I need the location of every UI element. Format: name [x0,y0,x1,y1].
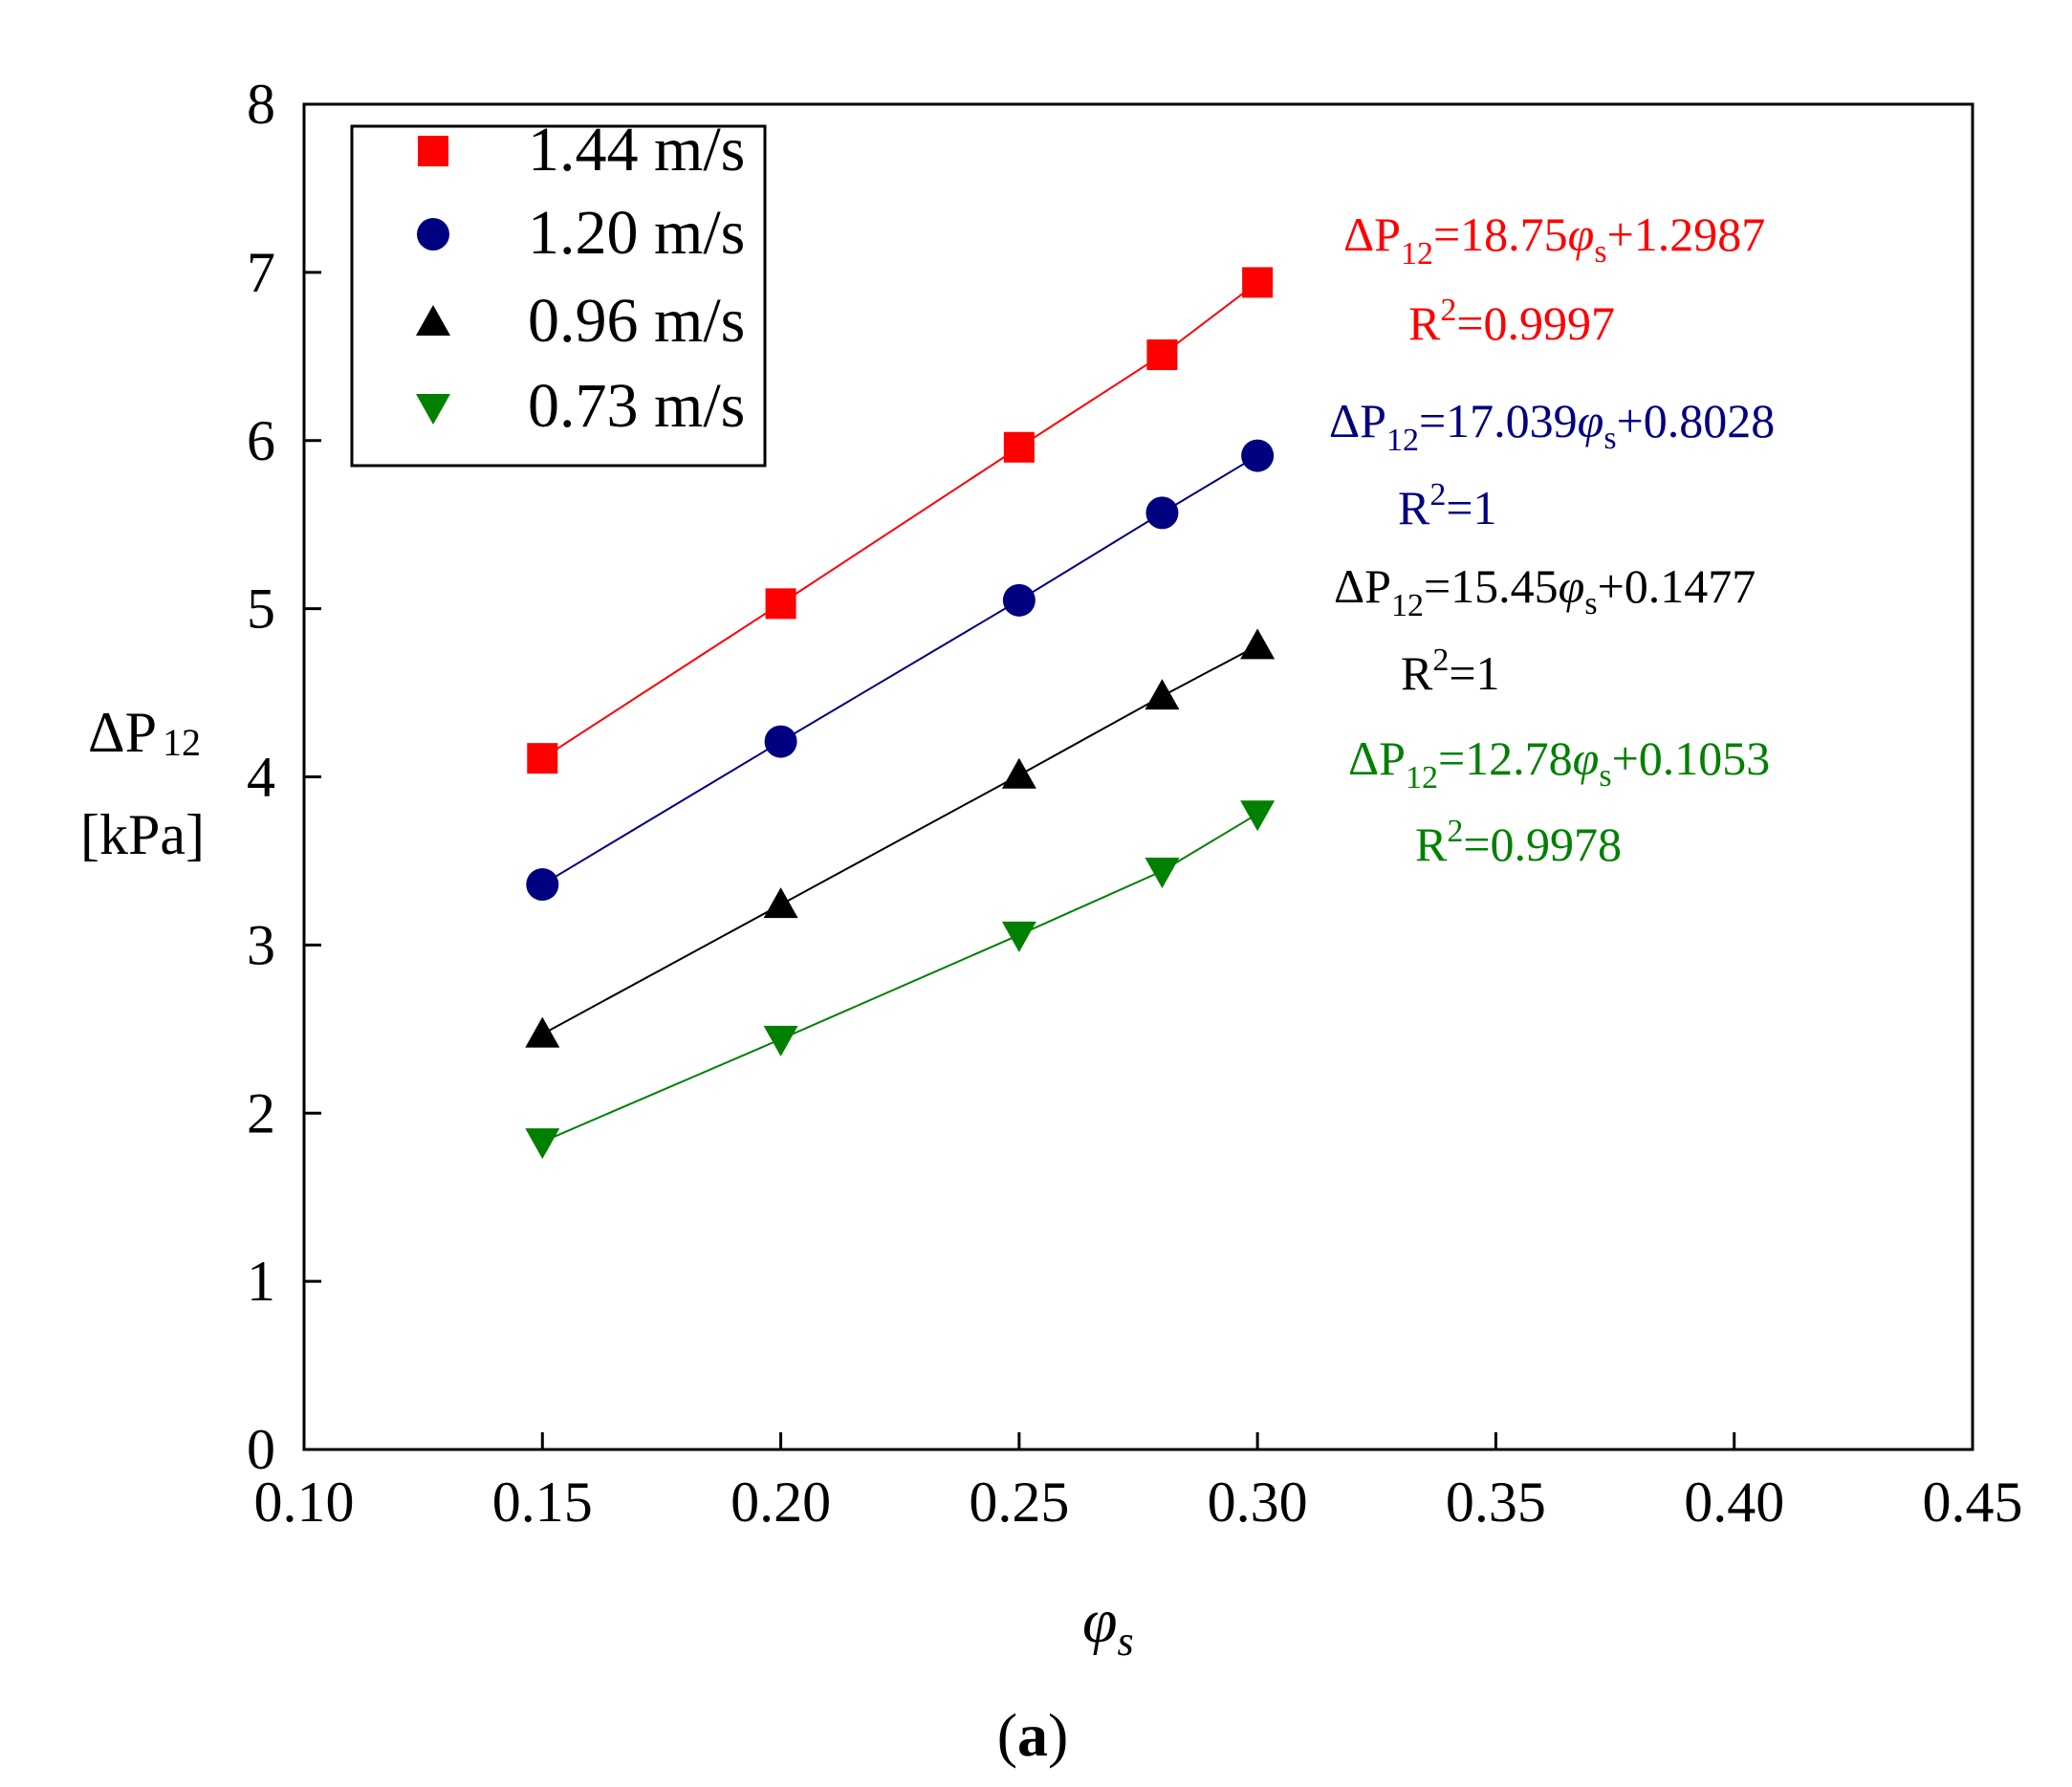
data-point-3-0 [525,1128,560,1160]
x-tick-label: 0.10 [254,1471,355,1534]
data-point-0-3 [1146,339,1178,371]
axis-ticks [304,271,1736,1449]
data-point-3-4 [1240,800,1276,832]
fit-r2-0: R2=0.9997 [1408,293,1615,350]
y-tick-label: 2 [247,1081,275,1144]
fit-r2-1: R2=1 [1398,477,1497,534]
y-axis-label: ΔP 12 [88,701,201,764]
caption-open-paren: ( [997,1701,1017,1769]
y-tick-label: 5 [247,578,275,641]
y-axis-unit: [kPa] [80,803,205,866]
data-point-1-2 [1002,583,1036,617]
fit-equation-1: ΔP12=17.039φs+0.8028 [1329,394,1775,458]
data-point-2-4 [1240,628,1276,660]
x-tick-label: 0.30 [1208,1471,1308,1534]
x-tick-label: 0.25 [969,1471,1069,1534]
legend-marker-2 [416,305,450,336]
legend-label-1: 1.20 m/s [528,198,745,268]
x-tick-label: 0.45 [1923,1471,2023,1534]
x-tick-label: 0.40 [1684,1471,1784,1534]
legend-label-2: 0.96 m/s [528,286,745,356]
y-axis-title: ΔP 12 [kPa] [80,701,205,866]
data-point-3-3 [1145,857,1180,888]
legend-box [350,124,767,468]
legend: 1.44 m/s 1.20 m/s 0.96 m/s 0.73 m/s [416,115,745,441]
caption-letter: a [1017,1701,1048,1769]
y-tick-labels: 0 1 2 3 4 5 6 7 8 [247,73,275,1481]
x-tick-label: 0.35 [1446,1471,1546,1534]
legend-marker-1 [417,218,449,251]
x-tick-label: 0.15 [492,1471,593,1534]
legend-label-0: 1.44 m/s [528,115,745,185]
y-tick-label: 6 [247,409,275,472]
y-tick-label: 7 [247,241,275,304]
fit-equation-3: ΔP12=12.78φs+0.1053 [1348,731,1770,795]
caption-close-paren: ) [1048,1701,1068,1769]
data-point-2-1 [763,887,798,919]
fit-equation-0: ΔP12=18.75φs+1.2987 [1343,207,1765,272]
data-point-3-2 [1001,921,1036,952]
data-point-0-1 [765,588,796,620]
fit-r2-2: R2=1 [1401,643,1500,700]
figure-caption: (a) [997,1701,1069,1769]
data-point-0-0 [527,743,558,774]
y-tick-label: 8 [247,73,275,136]
y-tick-label: 0 [247,1418,275,1481]
data-point-2-0 [525,1016,560,1048]
data-point-1-0 [526,868,559,902]
data-point-1-3 [1145,496,1179,530]
y-tick-label: 1 [247,1250,275,1313]
data-point-2-2 [1001,757,1036,789]
x-axis-label: φs [1082,1586,1134,1665]
legend-marker-3 [416,394,450,425]
legend-label-3: 0.73 m/s [528,371,745,441]
fit-r2-3: R2=0.9978 [1415,814,1622,871]
data-point-0-4 [1242,267,1274,298]
y-tick-label: 3 [247,913,275,976]
data-point-0-2 [1003,431,1035,463]
legend-marker-0 [418,136,448,166]
fit-equations: ΔP12=18.75φs+1.2987 R2=0.9997 ΔP12=17.039φ… [1329,207,1775,871]
x-tick-labels: 0.10 0.15 0.20 0.25 0.30 0.35 0.40 0.45 [254,1471,2023,1534]
data-point-1-1 [764,725,797,758]
x-tick-label: 0.20 [731,1471,831,1534]
fit-equation-2: ΔP12=15.45φs+0.1477 [1334,559,1756,623]
data-point-1-4 [1241,439,1275,472]
y-tick-label: 4 [247,746,275,809]
data-point-3-1 [763,1025,798,1057]
data-point-2-3 [1145,679,1180,710]
data-markers [525,267,1276,1160]
